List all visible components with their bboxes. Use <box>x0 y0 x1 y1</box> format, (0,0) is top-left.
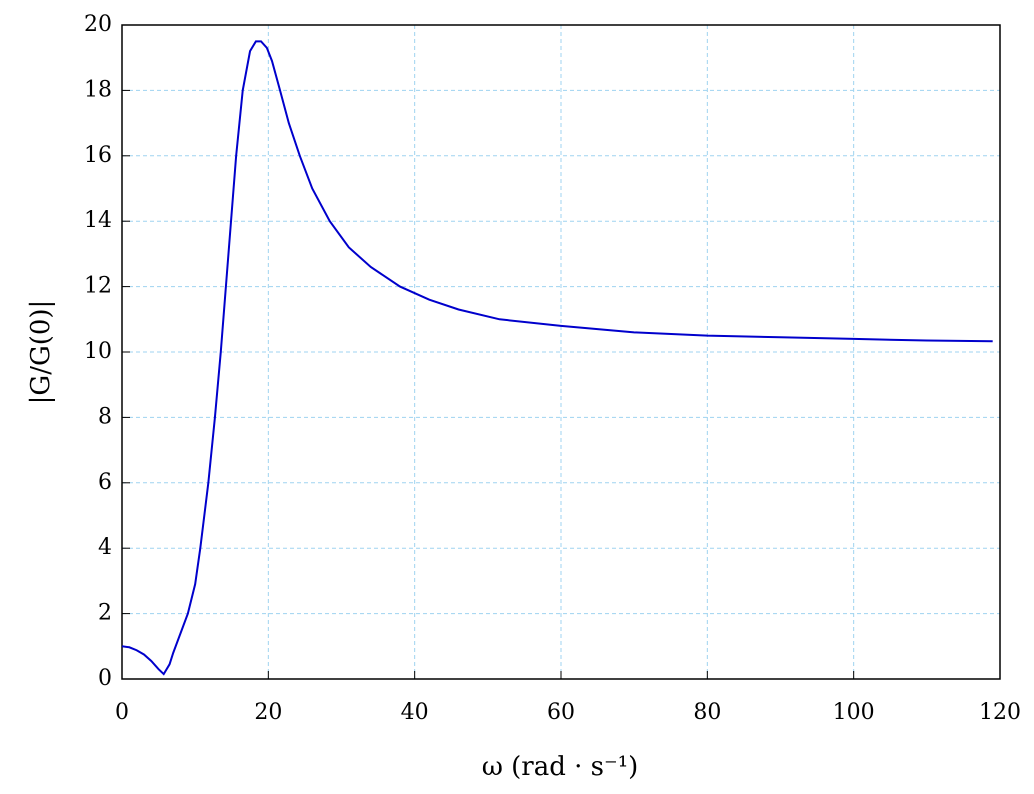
x-tick-label: 60 <box>547 700 575 725</box>
x-tick-label: 80 <box>693 700 721 725</box>
y-tick-label: 20 <box>84 12 112 37</box>
x-tick-label: 20 <box>254 700 282 725</box>
y-tick-label: 16 <box>84 143 112 168</box>
y-tick-label: 18 <box>84 77 112 102</box>
y-tick-label: 12 <box>84 274 112 299</box>
plot-frame <box>121 24 1001 680</box>
y-tick-label: 0 <box>98 666 112 691</box>
y-tick-label: 10 <box>84 339 112 364</box>
y-tick-label: 14 <box>84 208 112 233</box>
x-tick-label: 120 <box>979 700 1021 725</box>
line-series <box>121 40 993 676</box>
y-tick-label: 6 <box>98 470 112 495</box>
y-tick-label: 8 <box>98 404 112 429</box>
y-tick-label: 4 <box>98 535 112 560</box>
x-tick-label: 100 <box>833 700 875 725</box>
x-tick-label: 40 <box>401 700 429 725</box>
x-tick-label: 0 <box>115 700 129 725</box>
x-axis-label: ω (rad · s⁻¹) <box>482 752 639 782</box>
y-axis-label: |G/G(0)| <box>26 300 56 405</box>
y-tick-label: 2 <box>98 601 112 626</box>
